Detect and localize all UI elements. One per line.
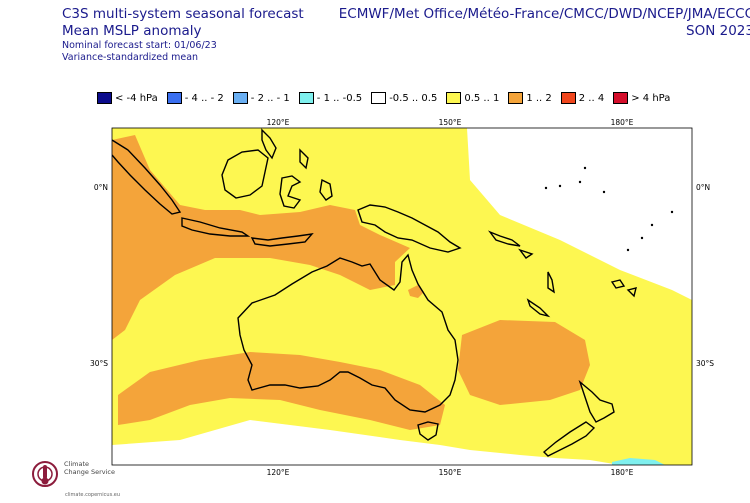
logo-line-2: Change Service: [64, 467, 115, 476]
coastline-java: [181, 217, 251, 237]
title-block: C3S multi-system seasonal forecast Mean …: [62, 6, 304, 64]
small-islands: [544, 166, 674, 252]
legend-item: -0.5 .. 0.5: [371, 92, 437, 104]
legend-item: 0.5 .. 1: [446, 92, 499, 104]
legend-label: - 4 .. - 2: [184, 92, 224, 104]
subtitle-line-2: Variance-standardized mean: [62, 52, 199, 64]
coastlines: [112, 128, 637, 457]
legend-label: 2 .. 4: [578, 92, 605, 104]
legend-label: - 1 .. -0.5: [316, 92, 363, 104]
coastline-australia: [237, 253, 459, 413]
anomaly-region-orange-tasman: [458, 320, 590, 405]
lon-label-bottom: 150°E: [439, 468, 462, 477]
legend-swatch: [97, 92, 112, 104]
coastline-philippines: [261, 128, 309, 170]
lon-label-top: 180°E: [611, 118, 634, 127]
legend-item: 1 .. 2: [508, 92, 552, 104]
legend-item: < -4 hPa: [97, 92, 158, 104]
title-line-2: Mean MSLP anomaly: [62, 22, 202, 39]
legend-swatch: [232, 92, 248, 104]
legend-label: 1 .. 2: [526, 92, 552, 104]
coastline-borneo: [221, 149, 269, 199]
legend-swatch: [560, 92, 576, 104]
legend-swatch: [166, 92, 182, 104]
anomaly-region-cyan: [612, 458, 665, 465]
anomaly-region-orange-south: [118, 352, 445, 430]
lat-label-left: 0°N: [94, 183, 108, 192]
legend-label: > 4 hPa: [631, 92, 671, 104]
legend-swatch: [446, 92, 462, 104]
anomaly-region-orange-west: [112, 135, 410, 340]
coastline-nz-north: [578, 379, 615, 423]
season-text: SON 2023: [686, 22, 750, 39]
coastline-new-guinea: [357, 204, 462, 253]
legend-swatch: [298, 92, 314, 104]
legend-swatch: [371, 92, 387, 104]
lat-label-right: 0°N: [696, 183, 710, 192]
lon-label-top: 150°E: [439, 118, 462, 127]
title-line-1: C3S multi-system seasonal forecast: [62, 6, 304, 22]
coastline-fiji: [610, 279, 637, 298]
legend-swatch: [508, 92, 524, 104]
subtitle-line-1: Nominal forecast start: 01/06/23: [62, 39, 217, 51]
centres-block: ECMWF/Met Office/Météo-France/CMCC/DWD/N…: [339, 6, 750, 40]
legend-item: - 4 .. - 2: [166, 92, 224, 104]
centres-text: ECMWF/Met Office/Météo-France/CMCC/DWD/N…: [338, 6, 750, 22]
legend-label: -0.5 .. 0.5: [389, 92, 438, 104]
lat-label-right: 30°S: [696, 359, 714, 368]
lat-label-left: 30°S: [90, 359, 108, 368]
anomaly-fields: [112, 128, 692, 465]
copernicus-logo: Climate Change Service climate.copernicu…: [30, 459, 120, 498]
map-frame: [111, 127, 693, 466]
logo-line-1: Climate: [64, 460, 90, 468]
coastline-sumatra: [112, 139, 182, 215]
coastline-nz-south: [542, 421, 596, 457]
coastline-new-caledonia: [526, 298, 551, 318]
coastline-tasmania: [417, 421, 439, 441]
lon-label-bottom: 180°E: [611, 468, 634, 477]
lon-label-bottom: 120°E: [267, 468, 290, 477]
lon-label-top: 120°E: [267, 118, 290, 127]
legend-label: - 2 .. - 1: [250, 92, 290, 104]
coastline-vanuatu: [547, 271, 555, 294]
legend: < -4 hPa - 4 .. - 2 - 2 .. - 1 - 1 .. -0…: [97, 92, 679, 104]
logo-url: climate.copernicus.eu: [65, 492, 121, 498]
coastline-sulawesi: [279, 175, 302, 209]
legend-swatch: [613, 92, 629, 104]
legend-item: > 4 hPa: [613, 92, 670, 104]
legend-label: 0.5 .. 1: [464, 92, 500, 104]
thermometer-icon: [32, 461, 58, 487]
legend-item: 2 .. 4: [560, 92, 605, 104]
legend-item: - 2 .. - 1: [232, 92, 290, 104]
coastline-halmahera: [319, 178, 333, 201]
legend-item: - 1 .. -0.5: [298, 92, 363, 104]
coastline-lesser-sunda: [250, 233, 314, 247]
legend-label: < -4 hPa: [115, 92, 158, 104]
coastline-solomon: [487, 230, 534, 259]
